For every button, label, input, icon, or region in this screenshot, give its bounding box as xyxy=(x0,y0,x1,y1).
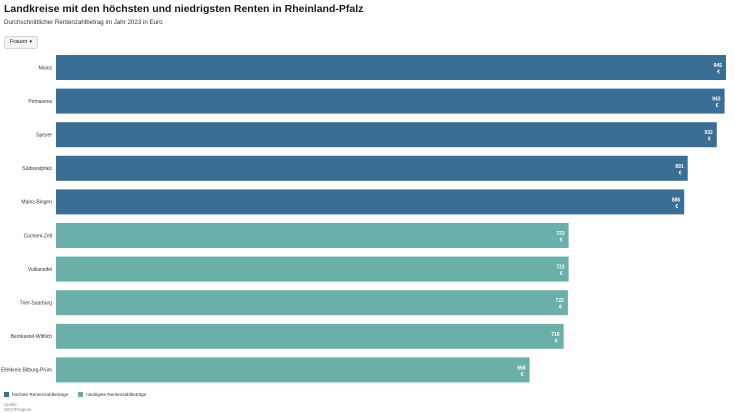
category-label: Mainz xyxy=(39,65,53,71)
bar-value-label: 716 xyxy=(551,332,560,338)
category-label: Cochem-Zell xyxy=(24,233,52,239)
category-label: Vulkaneifel xyxy=(28,267,52,273)
bar-unit-label: € xyxy=(560,238,563,244)
bar-chart: Mainz 945€Pirmasens 943€Speyer 932€Südwestp… xyxy=(1,55,726,383)
bar-eifelkreis-bitburg-prüm[interactable] xyxy=(56,357,530,383)
bar-value-label: 945 xyxy=(714,63,723,69)
bar-value-label: 886 xyxy=(672,197,681,203)
legend-item-low[interactable]: niedrigste Rentenzahlbeträge xyxy=(78,392,146,397)
bar-vulkaneifel[interactable] xyxy=(56,256,569,282)
bar-südwestpfalz[interactable] xyxy=(56,155,688,181)
bar-unit-label: € xyxy=(716,103,719,109)
category-label: Bernkastel-Wittlich xyxy=(11,334,53,340)
bar-trier-saarburg[interactable] xyxy=(56,290,568,316)
legend-label-low: niedrigste Rentenzahlbeträge xyxy=(86,392,147,397)
chart-subtitle: Durchschnittlicher Rentenzahlbetrag im J… xyxy=(4,19,163,26)
legend-label-high: höchste Rentenzahlbeträge xyxy=(12,392,69,397)
legend-item-high[interactable]: höchste Rentenzahlbeträge xyxy=(4,392,68,397)
category-label: Pirmasens xyxy=(28,99,52,105)
bar-mainz-bingen[interactable] xyxy=(56,189,685,215)
bar-unit-label: € xyxy=(559,305,562,311)
dropdown-selected-value: Frauen xyxy=(10,39,28,45)
bar-unit-label: € xyxy=(521,372,524,378)
category-label: Eifelkreis Bitburg-Prüm xyxy=(1,368,52,374)
category-label: Speyer xyxy=(36,133,52,139)
bar-cochem-zell[interactable] xyxy=(56,223,569,248)
bar-unit-label: € xyxy=(679,170,682,176)
source-label: Quelle: xyxy=(4,402,18,407)
legend: höchste Rentenzahlbeträge niedrigste Ren… xyxy=(4,392,146,397)
bar-value-label: 723 xyxy=(556,265,565,271)
chevron-down-icon: ▾ xyxy=(29,39,32,45)
bar-pirmasens[interactable] xyxy=(56,88,725,114)
bar-speyer[interactable] xyxy=(56,122,717,148)
category-label: Trier-Saarburg xyxy=(20,301,53,307)
bar-value-label: 668 xyxy=(517,365,526,371)
gender-filter-dropdown[interactable]: Frauen ▾ xyxy=(4,36,38,49)
bar-value-label: 722 xyxy=(556,298,565,304)
bar-unit-label: € xyxy=(717,70,720,76)
source-name: GDV/Prognos xyxy=(4,407,32,412)
category-label: Mainz-Bingen xyxy=(21,200,52,206)
source-note: Quelle: GDV/Prognos xyxy=(4,402,31,412)
bar-unit-label: € xyxy=(708,137,711,143)
bar-bernkastel-wittlich[interactable] xyxy=(56,323,564,349)
bar-unit-label: € xyxy=(555,338,558,344)
bar-mainz[interactable] xyxy=(56,55,726,80)
bar-value-label: 932 xyxy=(704,130,713,136)
bar-value-label: 891 xyxy=(675,164,684,170)
legend-swatch-high xyxy=(4,392,9,397)
legend-swatch-low xyxy=(78,392,84,397)
bar-unit-label: € xyxy=(560,271,563,277)
bar-unit-label: € xyxy=(675,204,678,210)
chart-title: Landkreise mit den höchsten und niedrigs… xyxy=(4,3,364,15)
category-label: Südwestpfalz xyxy=(22,166,52,172)
bar-value-label: 723 xyxy=(556,231,565,237)
bar-value-label: 943 xyxy=(712,97,721,103)
